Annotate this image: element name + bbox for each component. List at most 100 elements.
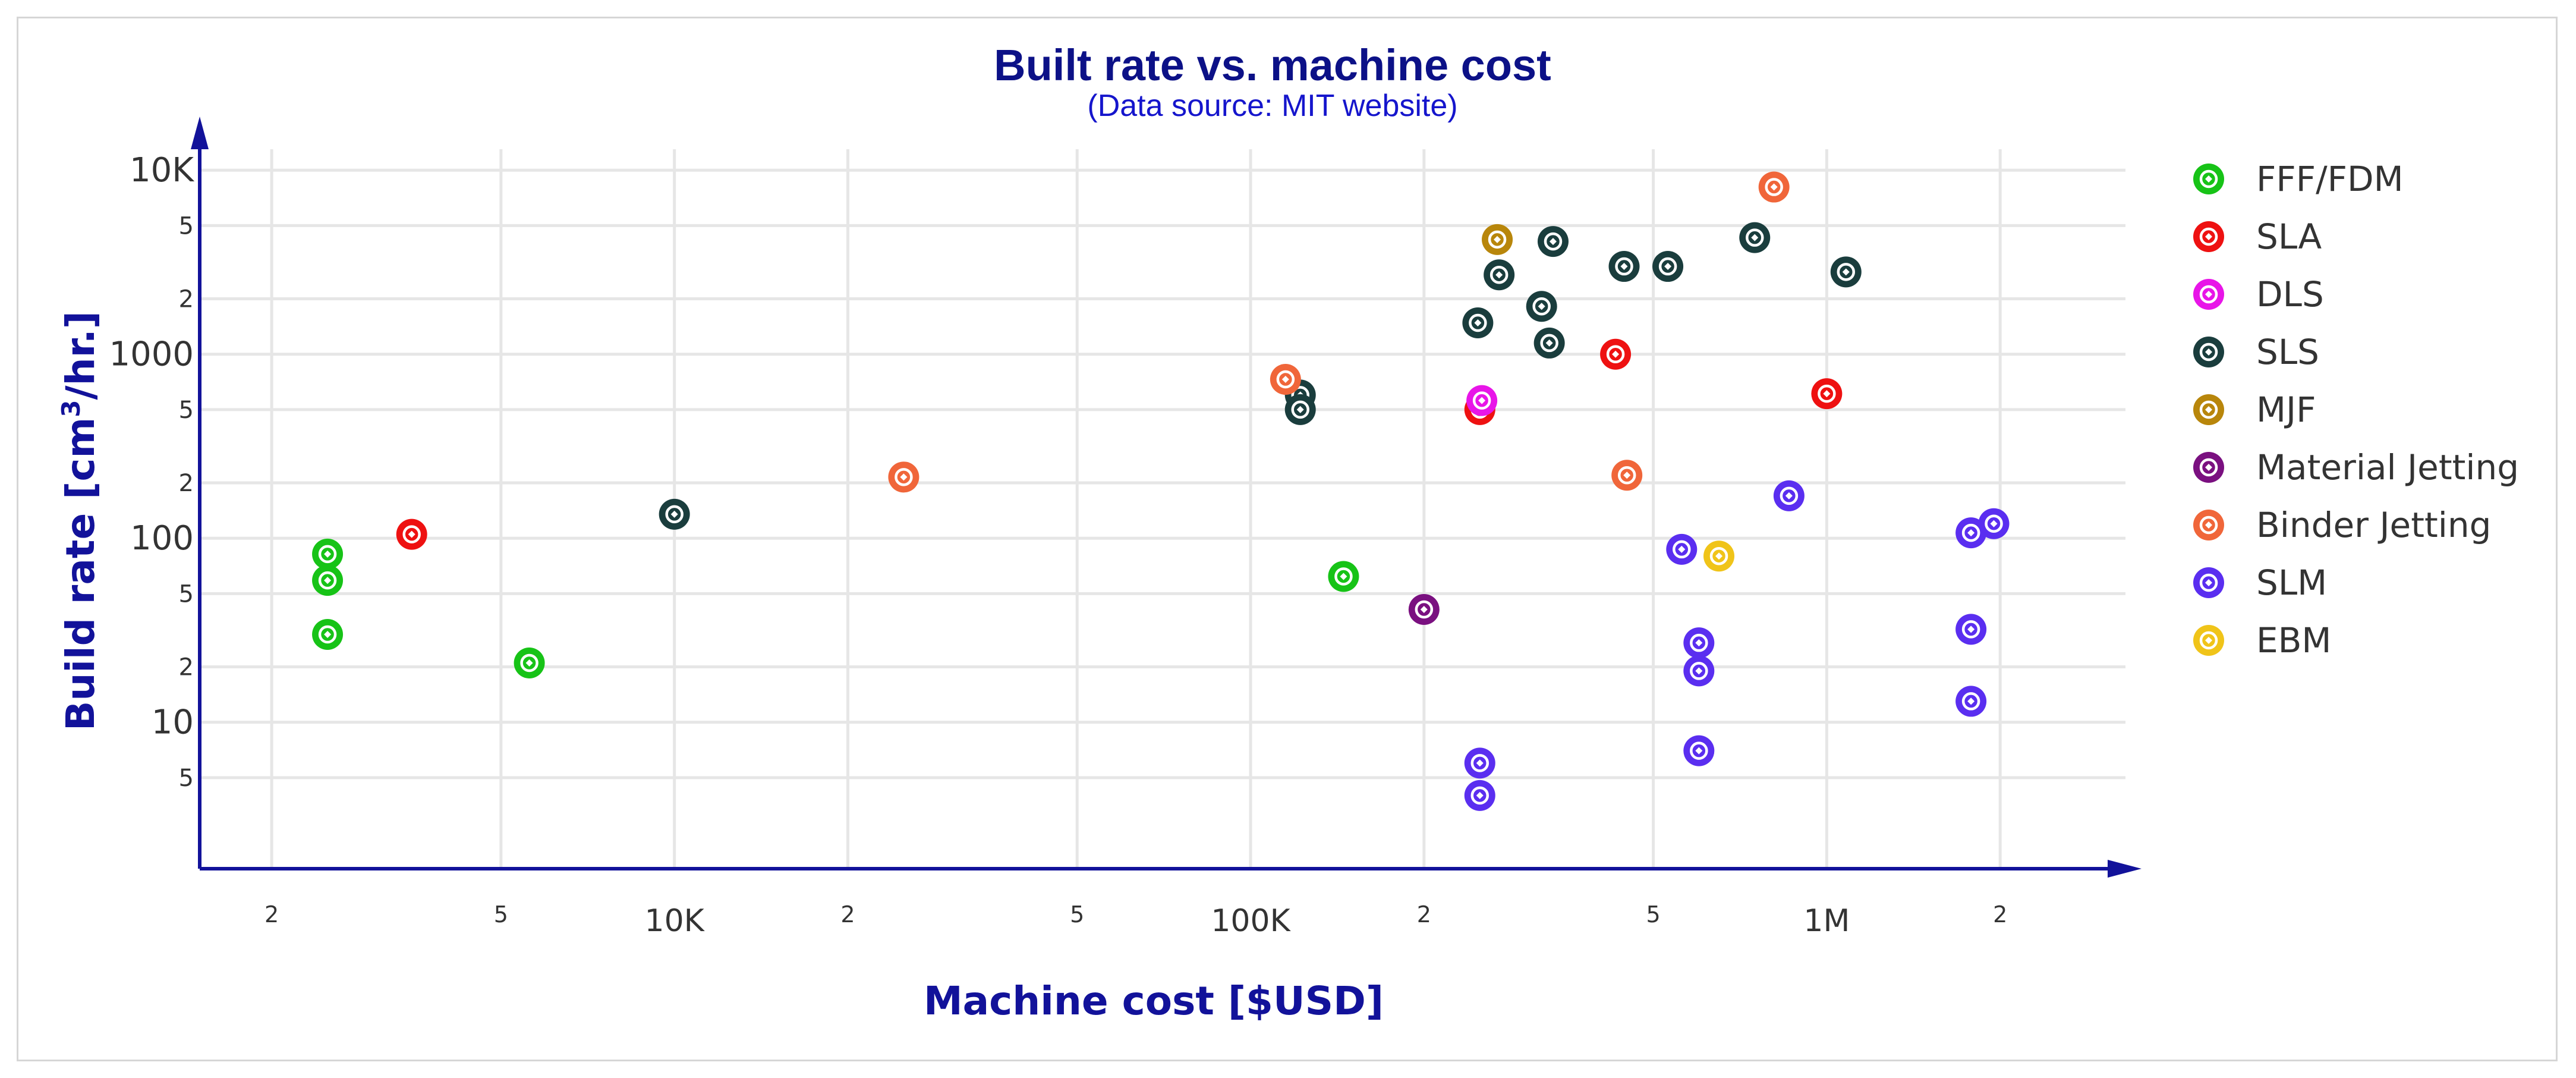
legend-item-dls[interactable]: DLS	[2193, 274, 2324, 315]
legend-marker-ebm	[2193, 625, 2224, 656]
y-tick-label: 2	[179, 470, 194, 497]
legend: FFF/FDM SLA DLS SLS MJF Material Jetting Binde…	[2193, 159, 2519, 661]
y-tick-label: 10K	[130, 151, 194, 190]
data-point-mjf	[1482, 224, 1513, 255]
legend-label: EBM	[2256, 620, 2331, 661]
legend-marker-dls	[2193, 279, 2224, 310]
data-point-sls	[1526, 291, 1557, 322]
legend-item-sls[interactable]: SLS	[2193, 332, 2319, 372]
legend-marker-slm	[2193, 567, 2224, 598]
data-point-sls	[1739, 222, 1771, 253]
x-tick-label: 2	[1417, 901, 1431, 928]
x-tick-label: 2	[1993, 901, 2007, 928]
data-point-slm	[1683, 655, 1715, 687]
data-point-sla	[396, 518, 427, 550]
data-point-sls	[659, 498, 690, 530]
y-tick-label: 5	[179, 397, 194, 424]
legend-marker-sla	[2193, 221, 2224, 252]
y-tick-label: 5	[179, 212, 194, 240]
legend-item-sla[interactable]: SLA	[2193, 216, 2322, 257]
x-tick-label: 5	[494, 901, 508, 928]
y-tick-label: 5	[179, 765, 194, 792]
y-axis-label-suffix: /hr.]	[58, 311, 103, 400]
data-point-binder-jetting	[1270, 364, 1301, 395]
y-tick-label: 2	[179, 654, 194, 681]
legend-marker-binder-jetting	[2193, 510, 2224, 540]
y-tick-label: 10	[152, 703, 194, 742]
data-point-slm	[1978, 508, 2010, 539]
data-point-binder-jetting	[1758, 171, 1790, 203]
x-tick-label: 100K	[1211, 903, 1291, 939]
scatter-chart: 2 5 10K 2 5 100K 2 5 1M 2 5 10 2 5 100 2 5 1000 2 5 10K FFF/…	[56, 40, 2519, 1024]
y-axis-label: Build rate [cm3/hr.]	[56, 311, 103, 731]
x-tick-label: 1M	[1803, 903, 1850, 939]
legend-marker-mjf	[2193, 394, 2224, 425]
data-point-slm	[1464, 747, 1495, 779]
y-tick-label: 1000	[109, 335, 194, 374]
legend-item-material-jetting[interactable]: Material Jetting	[2193, 447, 2519, 488]
data-point-dls	[1466, 385, 1498, 416]
grid-layer	[200, 149, 2125, 869]
data-point-fff-fdm	[312, 619, 344, 650]
x-tick-label: 5	[1070, 901, 1084, 928]
data-point-slm	[1683, 627, 1715, 659]
x-tick-label: 2	[264, 901, 279, 928]
data-point-sla	[1600, 338, 1632, 370]
data-point-sls	[1608, 251, 1640, 282]
legend-marker-fff-fdm	[2193, 164, 2224, 194]
legend-label: MJF	[2256, 389, 2316, 430]
x-tick-label: 5	[1646, 901, 1660, 928]
data-point-ebm	[1703, 540, 1735, 572]
data-point-material-jetting	[1408, 594, 1440, 626]
data-point-sls	[1484, 259, 1515, 291]
data-point-fff-fdm	[514, 647, 545, 678]
data-point-sls	[1284, 394, 1316, 425]
tick-labels: 2 5 10K 2 5 100K 2 5 1M 2 5 10 2 5 100 2 5 1000 2 5 10K	[109, 151, 2007, 939]
data-points	[312, 171, 2010, 811]
data-point-binder-jetting	[1611, 460, 1643, 491]
legend-label: Binder Jetting	[2256, 505, 2491, 545]
chart-title: Built rate vs. machine cost	[994, 40, 1551, 90]
y-axis-arrow	[191, 117, 209, 149]
legend-label: SLM	[2256, 562, 2327, 603]
axis-layer	[191, 117, 2142, 878]
legend-label: FFF/FDM	[2256, 159, 2404, 199]
data-point-slm	[1955, 614, 1987, 645]
legend-label: DLS	[2256, 274, 2324, 315]
legend-marker-sls	[2193, 337, 2224, 367]
x-axis-label: Machine cost [$USD]	[924, 978, 1384, 1024]
data-point-fff-fdm	[1328, 561, 1359, 592]
legend-marker-material-jetting	[2193, 452, 2224, 483]
data-point-fff-fdm	[312, 565, 344, 596]
data-point-sls	[1537, 226, 1569, 257]
data-point-sls	[1533, 327, 1565, 359]
chart-subtitle: (Data source: MIT website)	[1087, 89, 1457, 123]
legend-item-ebm[interactable]: EBM	[2193, 620, 2331, 661]
data-point-sls	[1830, 256, 1862, 288]
chart-frame: 2 5 10K 2 5 100K 2 5 1M 2 5 10 2 5 100 2 5 1000 2 5 10K FFF/…	[17, 17, 2558, 1061]
legend-label: SLS	[2256, 332, 2319, 372]
data-point-sla	[1811, 378, 1843, 410]
legend-item-mjf[interactable]: MJF	[2193, 389, 2316, 430]
x-axis-arrow	[2108, 860, 2142, 878]
data-point-slm	[1666, 533, 1698, 565]
data-point-sls	[1652, 251, 1684, 282]
x-tick-label: 2	[840, 901, 855, 928]
y-tick-label: 5	[179, 580, 194, 608]
data-point-sls	[1462, 307, 1494, 339]
legend-item-binder-jetting[interactable]: Binder Jetting	[2193, 505, 2491, 545]
legend-label: SLA	[2256, 216, 2322, 257]
data-point-slm	[1955, 686, 1987, 717]
data-point-binder-jetting	[888, 461, 919, 493]
legend-item-fff-fdm[interactable]: FFF/FDM	[2193, 159, 2404, 199]
data-point-slm	[1683, 735, 1715, 766]
y-axis-label-sup: 3	[56, 400, 86, 417]
data-point-slm	[1773, 480, 1805, 511]
y-tick-label: 100	[130, 519, 194, 558]
x-tick-label: 10K	[645, 903, 706, 939]
legend-label: Material Jetting	[2256, 447, 2519, 488]
data-point-slm	[1464, 780, 1495, 811]
data-point-fff-fdm	[312, 538, 344, 570]
y-axis-label-prefix: Build rate [cm	[58, 417, 103, 731]
legend-item-slm[interactable]: SLM	[2193, 562, 2327, 603]
